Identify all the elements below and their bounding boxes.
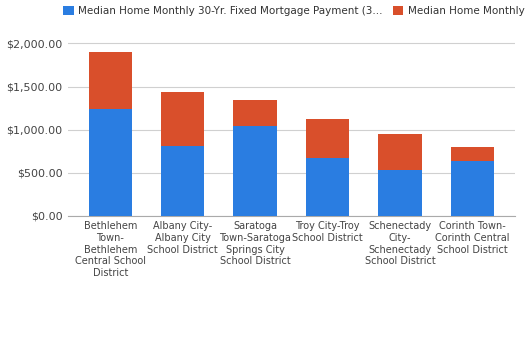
- Bar: [89, 52, 132, 109]
- Bar: [379, 134, 422, 170]
- Bar: [234, 100, 277, 126]
- Bar: [234, 126, 277, 216]
- Bar: [451, 161, 494, 216]
- Bar: [306, 158, 349, 216]
- Legend: Median Home Monthly 30-Yr. Fixed Mortgage Payment (3..., Median Home Monthly Tax: Median Home Monthly 30-Yr. Fixed Mortgag…: [59, 2, 525, 20]
- Bar: [89, 109, 132, 216]
- Bar: [379, 170, 422, 216]
- Bar: [161, 146, 204, 216]
- Bar: [306, 119, 349, 158]
- Bar: [451, 147, 494, 161]
- Bar: [161, 92, 204, 146]
